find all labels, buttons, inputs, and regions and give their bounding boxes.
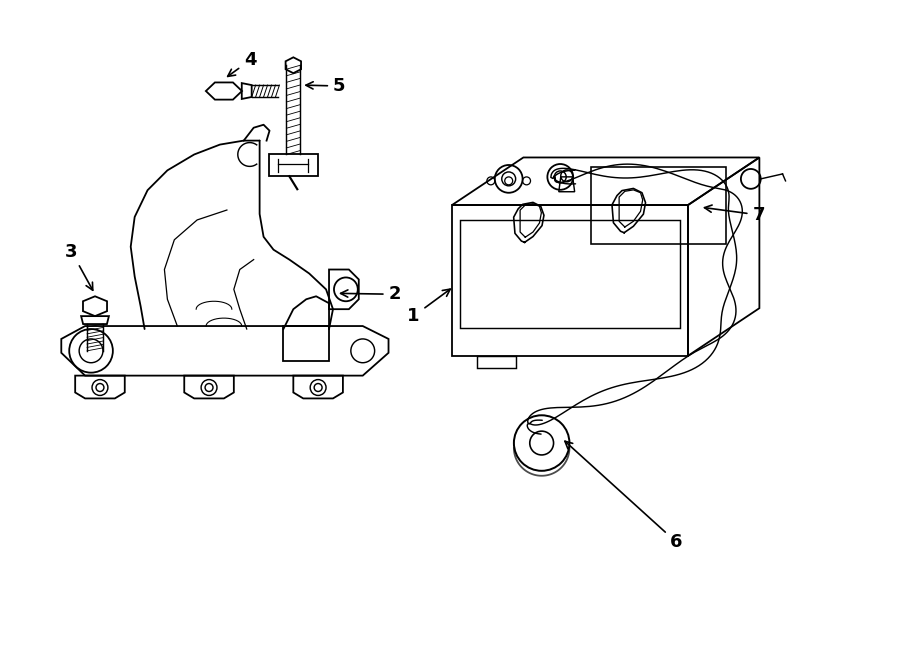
Text: 7: 7: [705, 205, 765, 224]
Text: 3: 3: [66, 243, 93, 290]
Text: 6: 6: [565, 441, 682, 551]
Text: 5: 5: [306, 77, 346, 95]
Text: 2: 2: [340, 286, 401, 303]
Text: 1: 1: [408, 289, 450, 325]
Text: 4: 4: [228, 52, 256, 77]
